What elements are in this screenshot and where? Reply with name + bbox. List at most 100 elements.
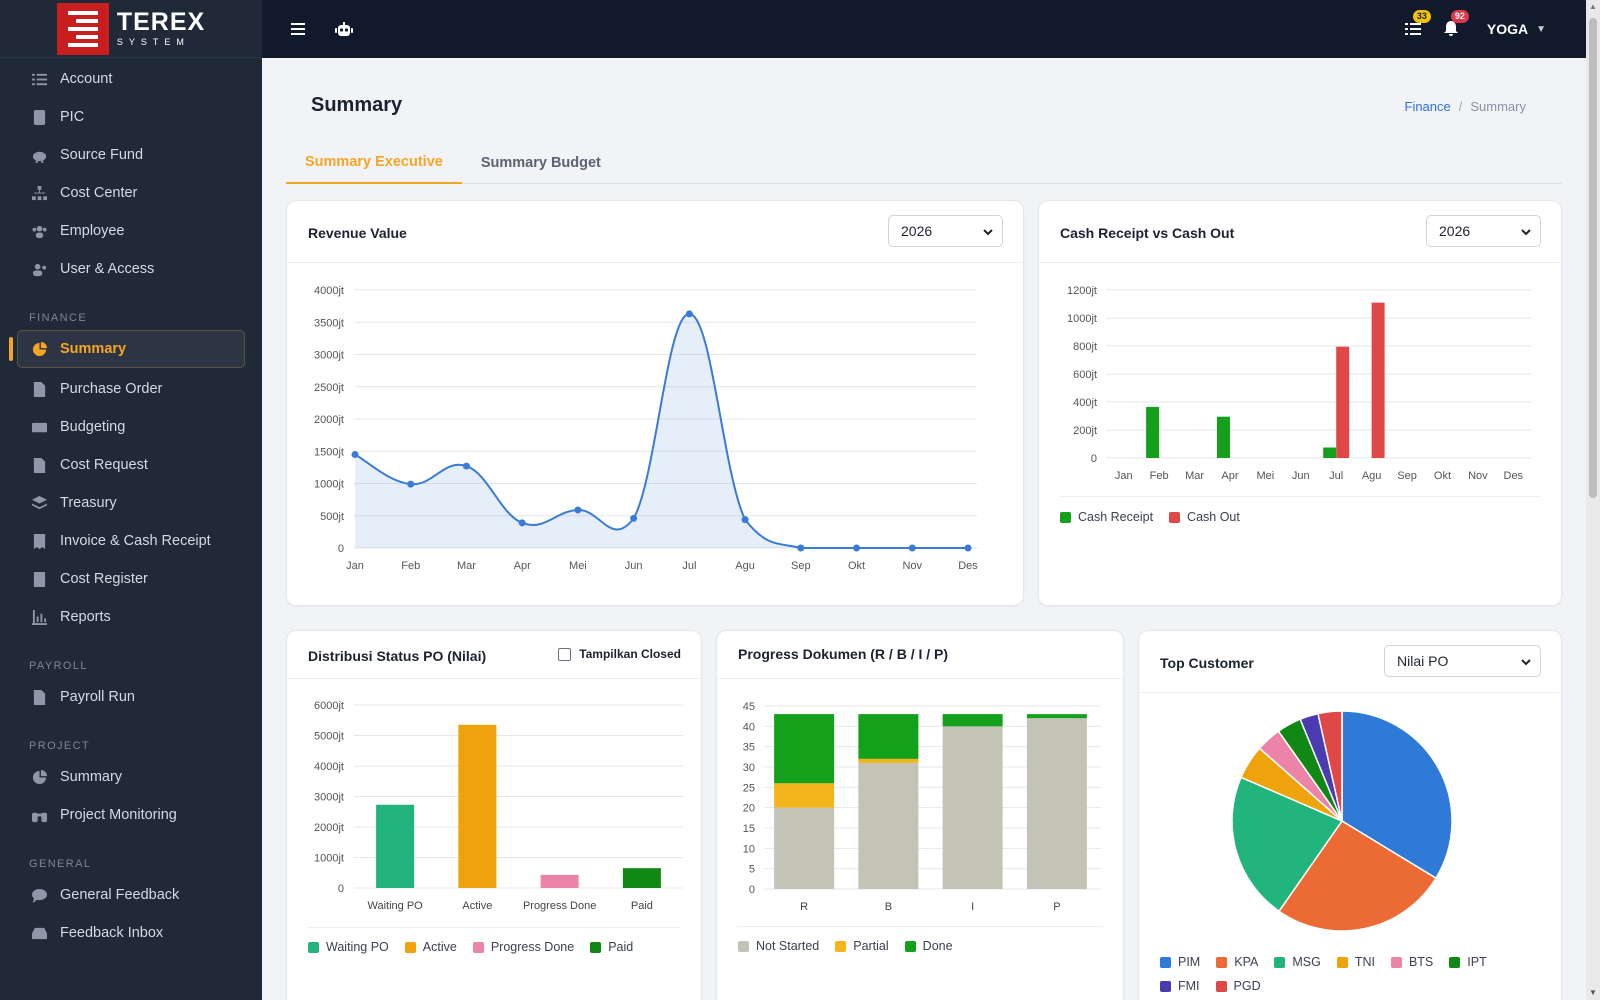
x-tick-label: I — [971, 901, 974, 913]
cash-bar — [1323, 447, 1337, 458]
sidebar: TEREX SYSTEM Account PIC Source Fund Cost C… — [0, 0, 262, 1000]
sidebar-item-pic[interactable]: PIC — [0, 98, 262, 136]
progress-bar-segment — [858, 762, 919, 889]
legend-item[interactable]: TNI — [1336, 955, 1375, 969]
legend-item[interactable]: FMI — [1160, 979, 1200, 993]
scroll-down-arrow-icon[interactable]: ▼ — [1589, 988, 1597, 997]
sidebar-item-cost-request[interactable]: Cost Request — [0, 446, 262, 484]
x-tick-label: Nov — [902, 560, 922, 572]
layers-icon — [30, 494, 48, 512]
y-tick-label: 0 — [1091, 453, 1097, 465]
show-closed-toggle[interactable]: Tampilkan Closed — [558, 647, 681, 661]
robot-icon[interactable] — [334, 19, 354, 39]
cash-year-select[interactable]: 2026 — [1426, 215, 1541, 247]
x-tick-label: Feb — [1150, 470, 1169, 482]
sidebar-item-payroll-run[interactable]: Payroll Run — [0, 678, 262, 716]
legend-item[interactable]: Not Started — [738, 939, 819, 953]
scroll-up-arrow-icon[interactable]: ▲ — [1589, 2, 1597, 11]
sidebar-item-label: Budgeting — [60, 419, 126, 435]
y-tick-label: 1500jt — [314, 446, 344, 458]
scrollbar-thumb[interactable] — [1589, 18, 1597, 498]
cash-chart-legend: Cash Receipt Cash Out — [1060, 510, 1240, 524]
page-title: Summary — [311, 94, 403, 116]
page-scrollbar[interactable]: ▲ ▼ — [1586, 0, 1600, 1000]
legend-item[interactable]: PIM — [1160, 955, 1200, 969]
sidebar-section-heading: FINANCE — [29, 312, 88, 324]
pie-slice — [1277, 819, 1438, 932]
legend-swatch — [1390, 956, 1402, 968]
sidebar-item-label: Account — [60, 71, 113, 87]
x-tick-label: Des — [1504, 470, 1524, 482]
sidebar-item-general-feedback[interactable]: General Feedback — [0, 876, 262, 914]
sidebar-item-summary[interactable]: Summary — [0, 758, 262, 796]
sidebar-item-project-monitoring[interactable]: Project Monitoring — [0, 796, 262, 834]
progress-bar-segment — [858, 714, 919, 759]
legend-item[interactable]: IPT — [1449, 955, 1487, 969]
sidebar-item-summary[interactable]: Summary — [9, 330, 245, 368]
x-tick-label: Jan — [1115, 470, 1133, 482]
x-tick-label: Mar — [1185, 470, 1204, 482]
sidebar-item-label: Cost Register — [60, 571, 148, 587]
legend-item[interactable]: Cash Out — [1169, 510, 1240, 524]
revenue-point — [574, 506, 582, 514]
y-tick-label: 10 — [743, 843, 755, 855]
breadcrumb-finance-link[interactable]: Finance — [1404, 99, 1451, 114]
tab-summary-executive[interactable]: Summary Executive — [286, 142, 462, 184]
y-tick-label: 0 — [749, 884, 755, 896]
legend-item[interactable]: BTS — [1390, 955, 1433, 969]
binoculars-icon — [30, 806, 48, 824]
receipt-icon — [30, 532, 48, 550]
revenue-point — [462, 462, 470, 470]
sidebar-item-employee[interactable]: Employee — [0, 212, 262, 250]
sidebar-item-cost-center[interactable]: Cost Center — [0, 174, 262, 212]
legend-label: TNI — [1354, 955, 1375, 969]
top-customer-legend: PIM KPA MSG TNI BTS IPT FMI PGD — [1160, 955, 1540, 993]
status-po-bar — [622, 868, 661, 888]
legend-item[interactable]: Progress Done — [472, 940, 574, 954]
sidebar-item-budgeting[interactable]: Budgeting — [0, 408, 262, 446]
notifications-button[interactable]: 92 — [1441, 10, 1469, 39]
brand-logo[interactable]: TEREX SYSTEM — [0, 0, 262, 58]
sidebar-item-invoice-cash-receipt[interactable]: Invoice & Cash Receipt — [0, 522, 262, 560]
legend-item[interactable]: MSG — [1274, 955, 1321, 969]
tasks-button[interactable]: 33 — [1403, 10, 1431, 39]
x-tick-label: Jun — [1292, 470, 1310, 482]
tab-summary-budget[interactable]: Summary Budget — [480, 155, 601, 171]
legend-item[interactable]: Done — [904, 939, 953, 953]
sidebar-nav: Account PIC Source Fund Cost Center Employee… — [0, 58, 262, 952]
cash-bar — [1216, 416, 1230, 458]
bell-icon — [1443, 21, 1458, 36]
legend-item[interactable]: PGD — [1215, 979, 1261, 993]
y-tick-label: 15 — [743, 823, 755, 835]
sidebar-item-feedback-inbox[interactable]: Feedback Inbox — [0, 914, 262, 952]
legend-item[interactable]: KPA — [1216, 955, 1258, 969]
revenue-year-select[interactable]: 2026 — [888, 215, 1003, 247]
sidebar-item-source-fund[interactable]: Source Fund — [0, 136, 262, 174]
sidebar-item-label: Employee — [60, 223, 125, 239]
sidebar-item-label: Reports — [60, 609, 111, 625]
sidebar-item-reports[interactable]: Reports — [0, 598, 262, 636]
y-tick-label: 25 — [743, 782, 755, 794]
sidebar-section-heading: GENERAL — [29, 858, 92, 870]
revenue-point — [518, 519, 526, 527]
notifications-count-badge: 92 — [1450, 10, 1469, 23]
x-tick-label: Sep — [1397, 470, 1417, 482]
legend-swatch — [1215, 980, 1227, 992]
sidebar-item-user-access[interactable]: User & Access — [0, 250, 262, 288]
legend-item[interactable]: Waiting PO — [308, 940, 389, 954]
show-closed-checkbox[interactable] — [558, 647, 572, 661]
x-tick-label: Progress Done — [523, 900, 596, 912]
x-tick-label: Sep — [791, 560, 811, 572]
legend-item[interactable]: Cash Receipt — [1060, 510, 1153, 524]
hamburger-menu-icon[interactable] — [288, 19, 308, 39]
user-menu[interactable]: YOGA ▼ — [1479, 21, 1546, 37]
sidebar-item-purchase-order[interactable]: Purchase Order — [0, 370, 262, 408]
sidebar-item-cost-register[interactable]: Cost Register — [0, 560, 262, 598]
legend-swatch — [904, 940, 916, 952]
legend-item[interactable]: Paid — [590, 940, 633, 954]
legend-item[interactable]: Active — [404, 940, 457, 954]
top-customer-metric-select[interactable]: Nilai PO — [1384, 645, 1541, 677]
sidebar-item-treasury[interactable]: Treasury — [0, 484, 262, 522]
sidebar-item-account[interactable]: Account — [0, 60, 262, 98]
legend-item[interactable]: Partial — [835, 939, 889, 953]
